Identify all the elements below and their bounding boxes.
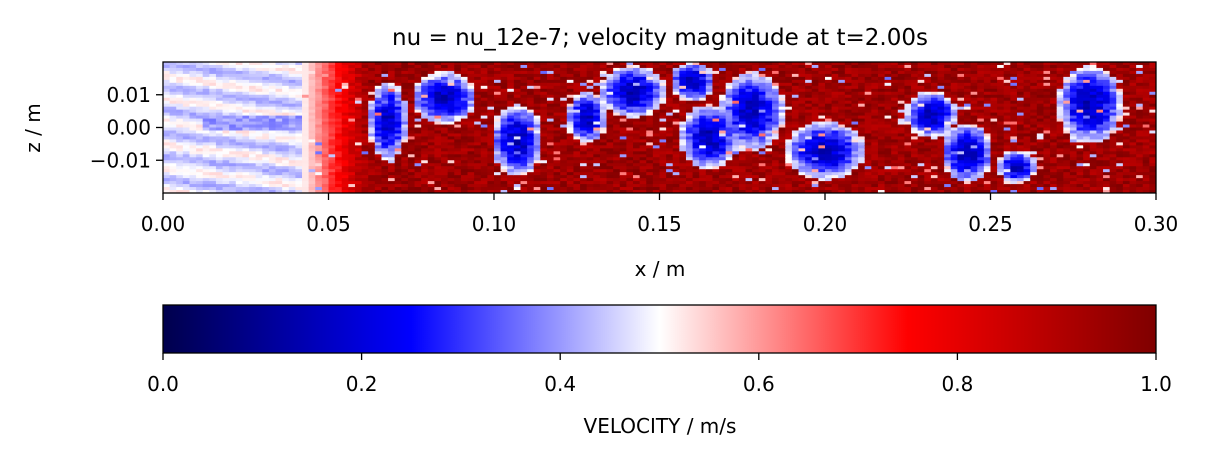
colorbar-tick-label: 0.0 — [147, 372, 179, 396]
x-axis-label: x / m — [635, 257, 686, 281]
y-tick-label: 0.01 — [106, 83, 151, 107]
x-tick-label: 0.15 — [637, 212, 682, 236]
colorbar — [162, 304, 1157, 354]
colorbar-axis: 0.0 0.2 0.4 0.6 0.8 1.0 — [147, 353, 1172, 396]
x-tick-label: 0.10 — [472, 212, 517, 236]
velocity-heatmap — [163, 62, 1156, 193]
x-axis: 0.00 0.05 0.10 0.15 0.20 0.25 0.30 — [141, 193, 1179, 236]
y-tick-label: 0.00 — [106, 116, 151, 140]
colorbar-tick-label: 0.8 — [941, 372, 973, 396]
y-axis-label: z / m — [21, 103, 45, 152]
y-tick-label: −0.01 — [90, 148, 151, 172]
colorbar-tick-label: 0.2 — [346, 372, 378, 396]
y-axis: 0.01 0.00 −0.01 — [90, 83, 163, 172]
x-tick-label: 0.00 — [141, 212, 186, 236]
x-tick-label: 0.25 — [968, 212, 1013, 236]
x-tick-label: 0.20 — [803, 212, 848, 236]
colorbar-tick-label: 0.4 — [544, 372, 576, 396]
x-tick-label: 0.30 — [1134, 212, 1179, 236]
chart-title: nu = nu_12e-7; velocity magnitude at t=2… — [392, 25, 928, 51]
colorbar-tick-label: 1.0 — [1140, 372, 1172, 396]
colorbar-label: VELOCITY / m/s — [584, 414, 737, 438]
colorbar-tick-label: 0.6 — [743, 372, 775, 396]
x-tick-label: 0.05 — [306, 212, 351, 236]
